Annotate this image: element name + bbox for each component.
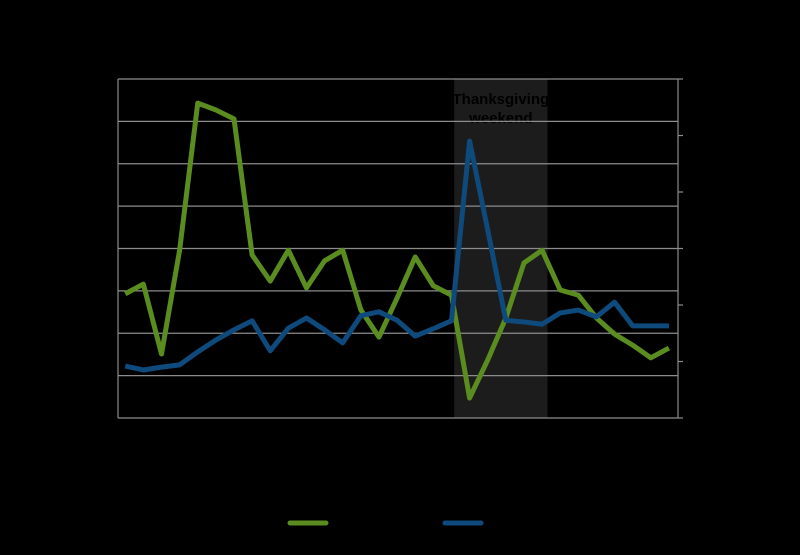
annotation: Thanksgiving weekend	[453, 91, 550, 127]
annotation-text: Thanksgiving	[453, 91, 550, 108]
line-series	[124, 138, 669, 373]
annotation-text: weekend	[468, 110, 532, 127]
line-series	[124, 100, 671, 401]
